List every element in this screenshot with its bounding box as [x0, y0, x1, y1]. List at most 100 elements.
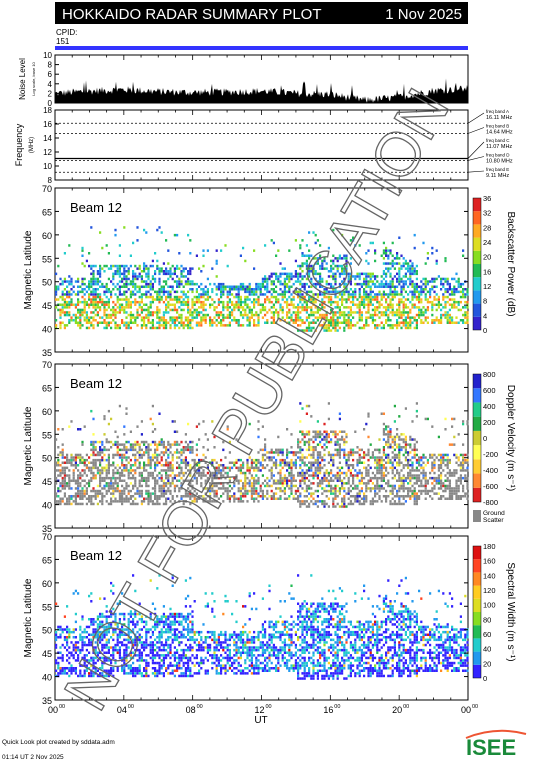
scatter-cell	[413, 482, 416, 485]
scatter-cell	[301, 319, 304, 322]
scatter-cell	[336, 324, 339, 327]
scatter-cell	[204, 316, 207, 319]
scatter-cell	[321, 267, 324, 270]
scatter-cell	[101, 300, 104, 304]
scatter-cell	[55, 326, 58, 330]
scatter-cell	[332, 259, 335, 263]
scatter-cell	[422, 288, 425, 291]
scatter-cell	[209, 316, 212, 319]
scatter-cell	[301, 502, 304, 506]
scatter-cell	[303, 329, 306, 332]
scatter-cell	[281, 453, 284, 457]
scatter-cell	[81, 440, 84, 444]
scatter-cell	[409, 270, 412, 273]
scatter-cell	[270, 456, 273, 459]
scatter-cell	[363, 306, 366, 309]
scatter-cell	[407, 489, 410, 493]
scatter-cell	[424, 489, 427, 493]
scatter-cell	[202, 495, 205, 498]
scatter-cell	[259, 288, 262, 291]
scatter-cell	[382, 257, 385, 260]
scatter-cell	[127, 270, 130, 273]
scatter-cell	[160, 474, 163, 477]
scatter-cell	[382, 430, 385, 433]
scatter-cell	[435, 316, 438, 319]
scatter-cell	[424, 456, 427, 459]
scatter-cell	[123, 492, 126, 495]
scatter-cell	[189, 484, 192, 488]
scatter-cell	[365, 311, 368, 314]
scatter-cell	[90, 469, 93, 472]
scatter-cell	[371, 290, 374, 294]
scatter-cell	[101, 471, 104, 475]
scatter-cell	[378, 484, 381, 488]
scatter-cell	[140, 306, 143, 309]
scatter-cell	[226, 489, 229, 493]
scatter-cell	[79, 300, 82, 304]
freq-tick-label: 12	[43, 148, 52, 157]
scatter-cell	[195, 476, 198, 480]
scatter-cell	[182, 321, 185, 324]
scatter-cell	[407, 321, 410, 324]
scatter-cell	[55, 482, 58, 485]
scatter-cell	[57, 461, 60, 464]
scatter-cell	[66, 295, 69, 299]
scatter-cell	[239, 469, 242, 472]
scatter-cell	[334, 300, 337, 304]
scatter-cell	[248, 482, 251, 485]
scatter-cell	[129, 448, 132, 452]
scatter-cell	[297, 495, 300, 498]
scatter-cell	[349, 239, 352, 242]
scatter-cell	[140, 471, 143, 475]
scatter-cell	[222, 492, 225, 495]
scatter-cell	[393, 275, 396, 278]
scatter-cell	[424, 308, 427, 312]
scatter-cell	[191, 319, 194, 322]
scatter-cell	[66, 293, 69, 296]
scatter-cell	[446, 311, 449, 314]
scatter-cell	[61, 282, 64, 286]
scatter-cell	[72, 290, 75, 294]
scatter-cell	[79, 497, 82, 500]
scatter-cell	[356, 303, 359, 306]
scatter-cell	[160, 440, 163, 444]
scatter-cell	[325, 476, 328, 480]
scatter-cell	[81, 443, 84, 446]
scatter-cell	[415, 264, 418, 268]
scatter-cell	[231, 293, 234, 296]
scatter-cell	[213, 482, 216, 485]
scatter-cell	[341, 484, 344, 488]
scatter-cell	[398, 280, 401, 283]
scatter-cell	[96, 282, 99, 286]
scatter-cell	[178, 326, 181, 330]
scatter-cell	[424, 293, 427, 296]
scatter-cell	[275, 464, 278, 467]
scatter-cell	[57, 446, 60, 449]
scatter-cell	[257, 458, 260, 462]
scatter-cell	[90, 272, 93, 276]
scatter-cell	[105, 469, 108, 472]
scatter-cell	[235, 466, 238, 470]
scatter-cell	[301, 254, 304, 257]
scatter-cell	[312, 456, 315, 459]
scatter-cell	[138, 443, 141, 446]
scatter-cell	[277, 471, 280, 475]
scatter-cell	[420, 479, 423, 482]
scatter-cell	[286, 461, 289, 464]
scatter-cell	[66, 280, 69, 283]
scatter-cell	[156, 474, 159, 477]
scatter-cell	[224, 285, 227, 288]
scatter-cell	[116, 300, 119, 304]
scatter-cell	[79, 428, 82, 431]
scatter-cell	[99, 469, 102, 472]
scatter-cell	[431, 300, 434, 304]
scatter-cell	[396, 262, 399, 265]
scatter-cell	[343, 500, 346, 503]
scatter-cell	[134, 275, 137, 278]
scatter-cell	[347, 458, 350, 462]
scatter-cell	[178, 443, 181, 446]
scatter-cell	[402, 264, 405, 268]
scatter-cell	[103, 285, 106, 288]
scatter-cell	[176, 430, 179, 433]
scatter-cell	[418, 484, 421, 488]
